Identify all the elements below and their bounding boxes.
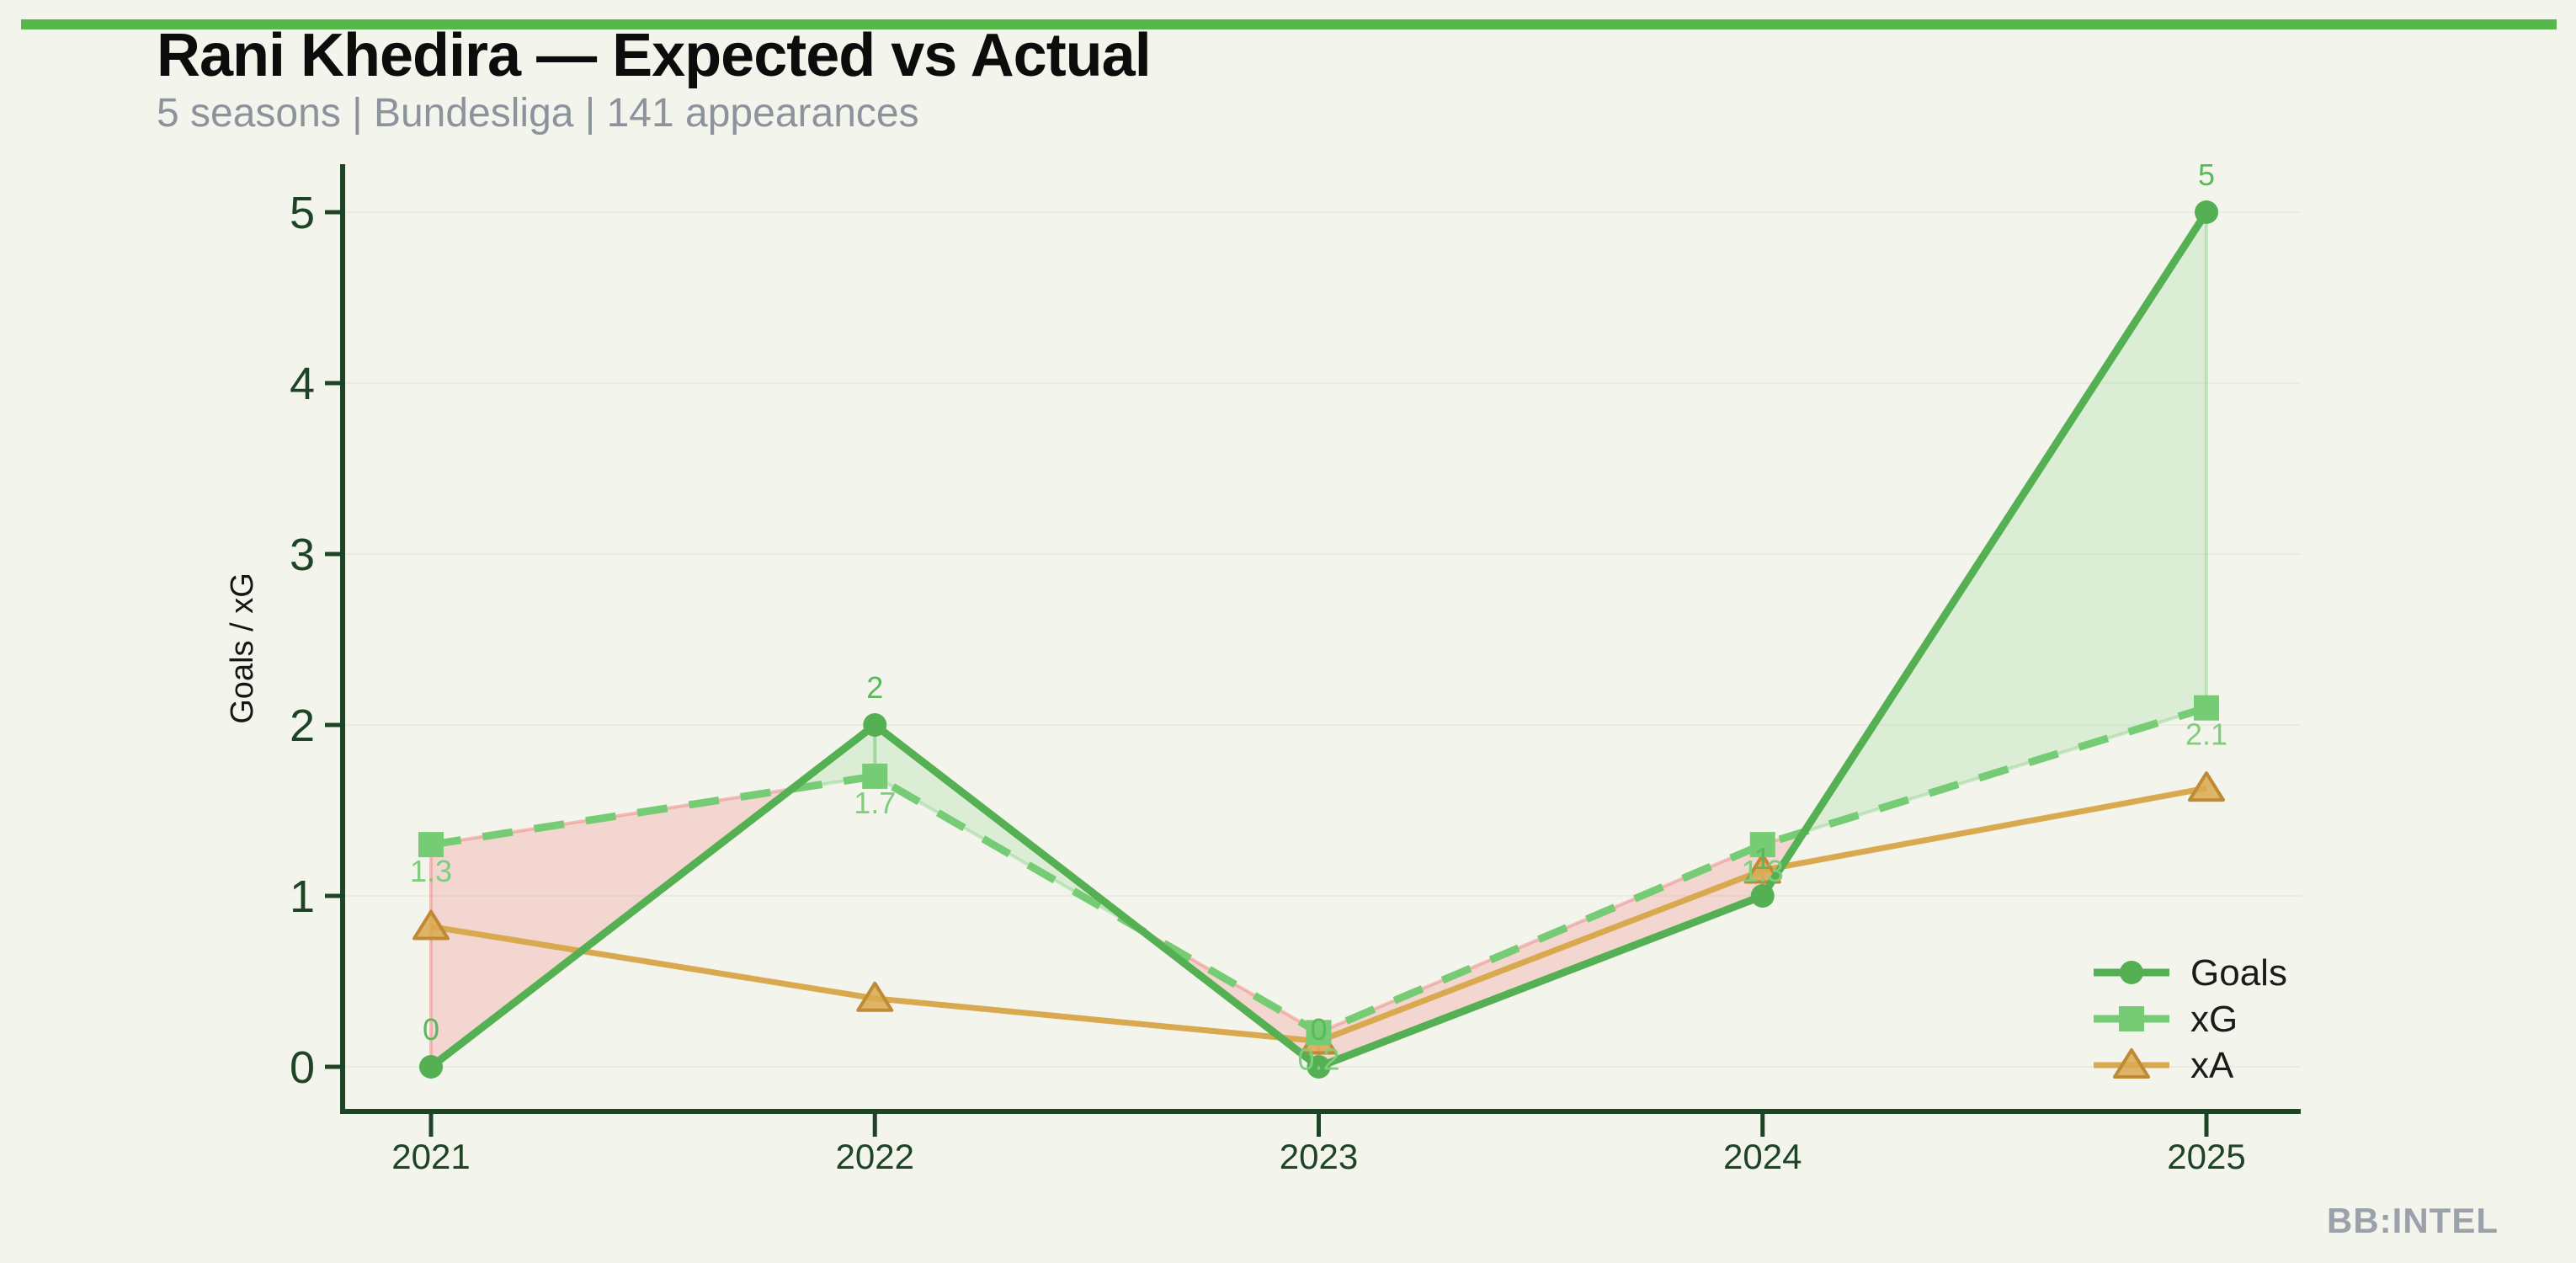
xg-value-label: 1.7 bbox=[854, 786, 896, 820]
y-tick-label: 2 bbox=[290, 701, 315, 751]
legend-item-goals: Goals bbox=[2094, 952, 2287, 994]
y-tick-label: 0 bbox=[290, 1042, 315, 1093]
xg-marker bbox=[862, 763, 888, 789]
page-subtitle: 5 seasons | Bundesliga | 141 appearances bbox=[157, 90, 919, 136]
legend-label: xA bbox=[2190, 1045, 2234, 1086]
y-tick-label: 5 bbox=[290, 188, 315, 238]
xg-marker bbox=[1306, 1020, 1332, 1046]
legend-marker-triangle bbox=[2113, 1048, 2150, 1079]
xa-marker bbox=[856, 981, 894, 1012]
brand-watermark: BB:INTEL bbox=[2327, 1201, 2499, 1240]
legend-marker-circle bbox=[2120, 961, 2143, 984]
goals-value-label: 0 bbox=[1310, 1012, 1327, 1047]
legend-item-xg: xG bbox=[2094, 999, 2238, 1040]
xa-marker bbox=[412, 909, 450, 941]
xg-value-label: 0.2 bbox=[1297, 1042, 1339, 1076]
xg-value-label: 1.3 bbox=[1742, 854, 1784, 888]
xa-marker bbox=[1743, 853, 1781, 884]
legend-label: xG bbox=[2190, 999, 2238, 1040]
y-tick-label: 3 bbox=[290, 530, 315, 580]
x-tick-label: 2022 bbox=[836, 1137, 914, 1176]
y-tick-label: 1 bbox=[290, 871, 315, 922]
xg-marker bbox=[1749, 832, 1775, 858]
x-tick-label: 2025 bbox=[2167, 1137, 2245, 1176]
page-title: Rani Khedira — Expected vs Actual bbox=[157, 22, 1152, 89]
goals-value-label: 5 bbox=[2198, 157, 2215, 192]
goals-value-label: 2 bbox=[866, 670, 883, 705]
top-accent-bar bbox=[21, 19, 2557, 29]
xa-marker bbox=[2188, 771, 2225, 802]
goals-value-label: 1 bbox=[1754, 841, 1771, 876]
x-tick-label: 2023 bbox=[1280, 1137, 1358, 1176]
goals-marker bbox=[863, 713, 887, 737]
y-axis-title: Goals / xG bbox=[225, 573, 260, 724]
header: Rani Khedira — Expected vs Actual 5 seas… bbox=[157, 22, 1152, 136]
legend-marker-square bbox=[2119, 1006, 2144, 1031]
xg-value-label: 1.3 bbox=[410, 854, 452, 888]
goals-marker bbox=[1307, 1055, 1331, 1079]
legend: Goals xG xA bbox=[2094, 952, 2287, 1086]
xg-value-label: 2.1 bbox=[2185, 717, 2227, 752]
goals-marker bbox=[2195, 200, 2218, 224]
y-tick-label: 4 bbox=[290, 359, 315, 409]
goals-marker bbox=[1750, 884, 1775, 908]
legend-item-xa: xA bbox=[2094, 1045, 2234, 1086]
goals-value-label: 0 bbox=[423, 1012, 439, 1047]
legend-label: Goals bbox=[2190, 952, 2287, 994]
goals-marker bbox=[419, 1055, 443, 1079]
x-tick-label: 2021 bbox=[391, 1137, 470, 1176]
xg-marker bbox=[2194, 695, 2219, 721]
xg-marker bbox=[418, 832, 444, 858]
x-tick-label: 2024 bbox=[1723, 1137, 1802, 1176]
